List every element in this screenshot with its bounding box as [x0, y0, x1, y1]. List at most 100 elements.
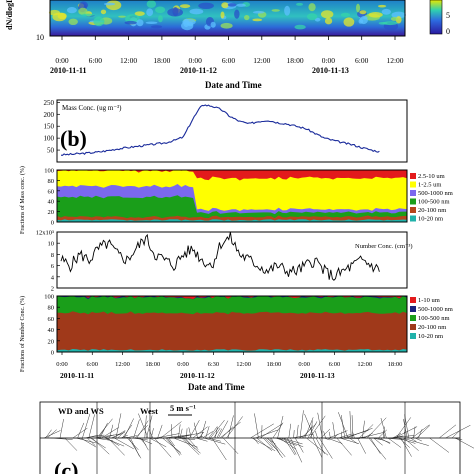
wind-vector — [101, 427, 119, 439]
wind-vector — [277, 415, 284, 439]
wind-vector — [59, 419, 64, 439]
b-x-tick-label: 12:00 — [357, 361, 372, 368]
wind-vector — [315, 437, 325, 455]
heatmap-blob — [391, 11, 406, 19]
wind-vector — [219, 421, 241, 439]
wind-vector — [160, 421, 182, 439]
fraction-y-tick-label: 20 — [48, 209, 55, 216]
wind-vector — [149, 437, 167, 448]
wind-vector — [317, 412, 323, 439]
heatmap-blob — [158, 15, 163, 23]
wind-vector — [287, 437, 297, 455]
wind-vector — [154, 437, 172, 458]
b-x-tick-label: 0:00 — [56, 361, 68, 368]
wind-vector — [410, 437, 417, 442]
wind-vector — [202, 431, 213, 439]
heatmap-blob — [146, 8, 154, 17]
b-x-tick-label: 18:00 — [388, 361, 403, 368]
number-fraction-x-ticks: 0:00 6:00 12:00 18:00 0:00 6:30 12:00 18:00 0:00… — [56, 352, 402, 368]
mass-conc-line — [60, 104, 380, 156]
wind-vector — [64, 437, 78, 451]
wind-vector — [112, 430, 126, 439]
wind-vector — [175, 437, 196, 440]
b-date-3: 2010-11-13 — [300, 371, 335, 380]
wind-vector — [413, 426, 416, 439]
wind-vector — [282, 437, 303, 445]
wind-vector — [123, 418, 134, 439]
legend-swatch — [410, 297, 416, 303]
wind-vector — [397, 437, 416, 444]
wind-vector — [283, 437, 296, 456]
wind-vector — [392, 433, 402, 439]
mass-y-ticks: 50 100 150 200 250 — [44, 99, 60, 155]
heatmap-blob — [167, 8, 183, 17]
heatmap-blob — [78, 7, 88, 16]
wind-vector — [77, 422, 85, 439]
wind-vector — [411, 424, 430, 439]
wind-vector — [155, 433, 180, 439]
heatmap-x-tick-label: 18:00 — [287, 56, 304, 65]
fraction-y-tick-label: 100 — [44, 294, 54, 301]
heatmap-blob — [377, 4, 387, 8]
wind-vector — [333, 433, 339, 439]
wind-vector — [293, 430, 295, 439]
b-date-1: 2010-11-11 — [60, 371, 94, 380]
b-x-tick-label: 6:30 — [208, 361, 220, 368]
legend-label: 500-1000 nm — [418, 190, 453, 197]
legend-swatch — [410, 315, 416, 321]
heatmap-blob — [244, 15, 250, 21]
wind-vector — [453, 437, 463, 441]
wind-vector — [227, 415, 234, 439]
heatmap-blob — [234, 9, 240, 19]
wind-vector — [205, 426, 210, 439]
panel-c-label: (c) — [54, 458, 78, 474]
mass-fraction-area — [57, 170, 407, 222]
heatmap-panel: dN/dlogDp 10 5 0 0:00 6:00 12:00 18:00 0:00 6… — [5, 0, 450, 90]
heatmap-blob — [210, 21, 216, 28]
wind-vector — [85, 434, 99, 439]
wind-vector — [416, 425, 431, 439]
b-x-tick-label: 18:00 — [145, 361, 160, 368]
wind-vector — [82, 413, 91, 439]
wind-vector — [323, 437, 330, 441]
wind-vector — [195, 437, 208, 442]
mass-y-tick-label: 150 — [44, 123, 55, 131]
wind-vector — [203, 437, 226, 445]
number-fraction-area — [57, 296, 407, 352]
heatmap-x-tick-label: 12:00 — [120, 56, 137, 65]
legend-swatch — [410, 324, 416, 330]
heatmap-blob — [252, 18, 263, 22]
heatmap-blob — [118, 15, 126, 18]
wind-vector — [357, 437, 366, 454]
heatmap-blob — [124, 20, 137, 25]
heatmap-blob — [390, 16, 398, 21]
wind-vector — [429, 437, 450, 453]
fraction-y-tick-label: 20 — [48, 338, 55, 345]
wind-vector — [254, 413, 259, 439]
mass-y-tick-label: 200 — [44, 111, 55, 119]
wind-vector — [178, 424, 181, 439]
number-fraction-ylabel: Fractions of Number Conc. (%) — [19, 296, 26, 372]
wind-vector — [400, 437, 412, 457]
wind-vector — [226, 416, 243, 439]
heatmap-x-tick-label: 12:00 — [253, 56, 270, 65]
heatmap-blob — [324, 17, 333, 25]
wind-vector — [415, 437, 422, 442]
fraction-y-tick-label: 80 — [48, 305, 55, 312]
wind-vector — [373, 437, 383, 446]
wind-vector — [338, 412, 349, 439]
heatmap-blob — [284, 5, 291, 16]
legend-label: 1-2.5 um — [418, 182, 441, 189]
wind-vector — [211, 437, 227, 461]
heatmap-blob — [57, 12, 67, 20]
colorbar — [429, 0, 443, 35]
legend-swatch — [410, 215, 416, 222]
wind-vector — [351, 415, 354, 439]
wind-vector — [146, 415, 153, 439]
wind-series-label: WD and WS — [58, 406, 104, 416]
wind-vector — [133, 419, 140, 439]
number-conc-panel: 12x10³ 10 8 6 4 2 Number Conc. (cm⁻³) — [36, 230, 413, 293]
wind-vector — [402, 437, 429, 446]
fraction-y-tick-label: 60 — [48, 188, 55, 195]
